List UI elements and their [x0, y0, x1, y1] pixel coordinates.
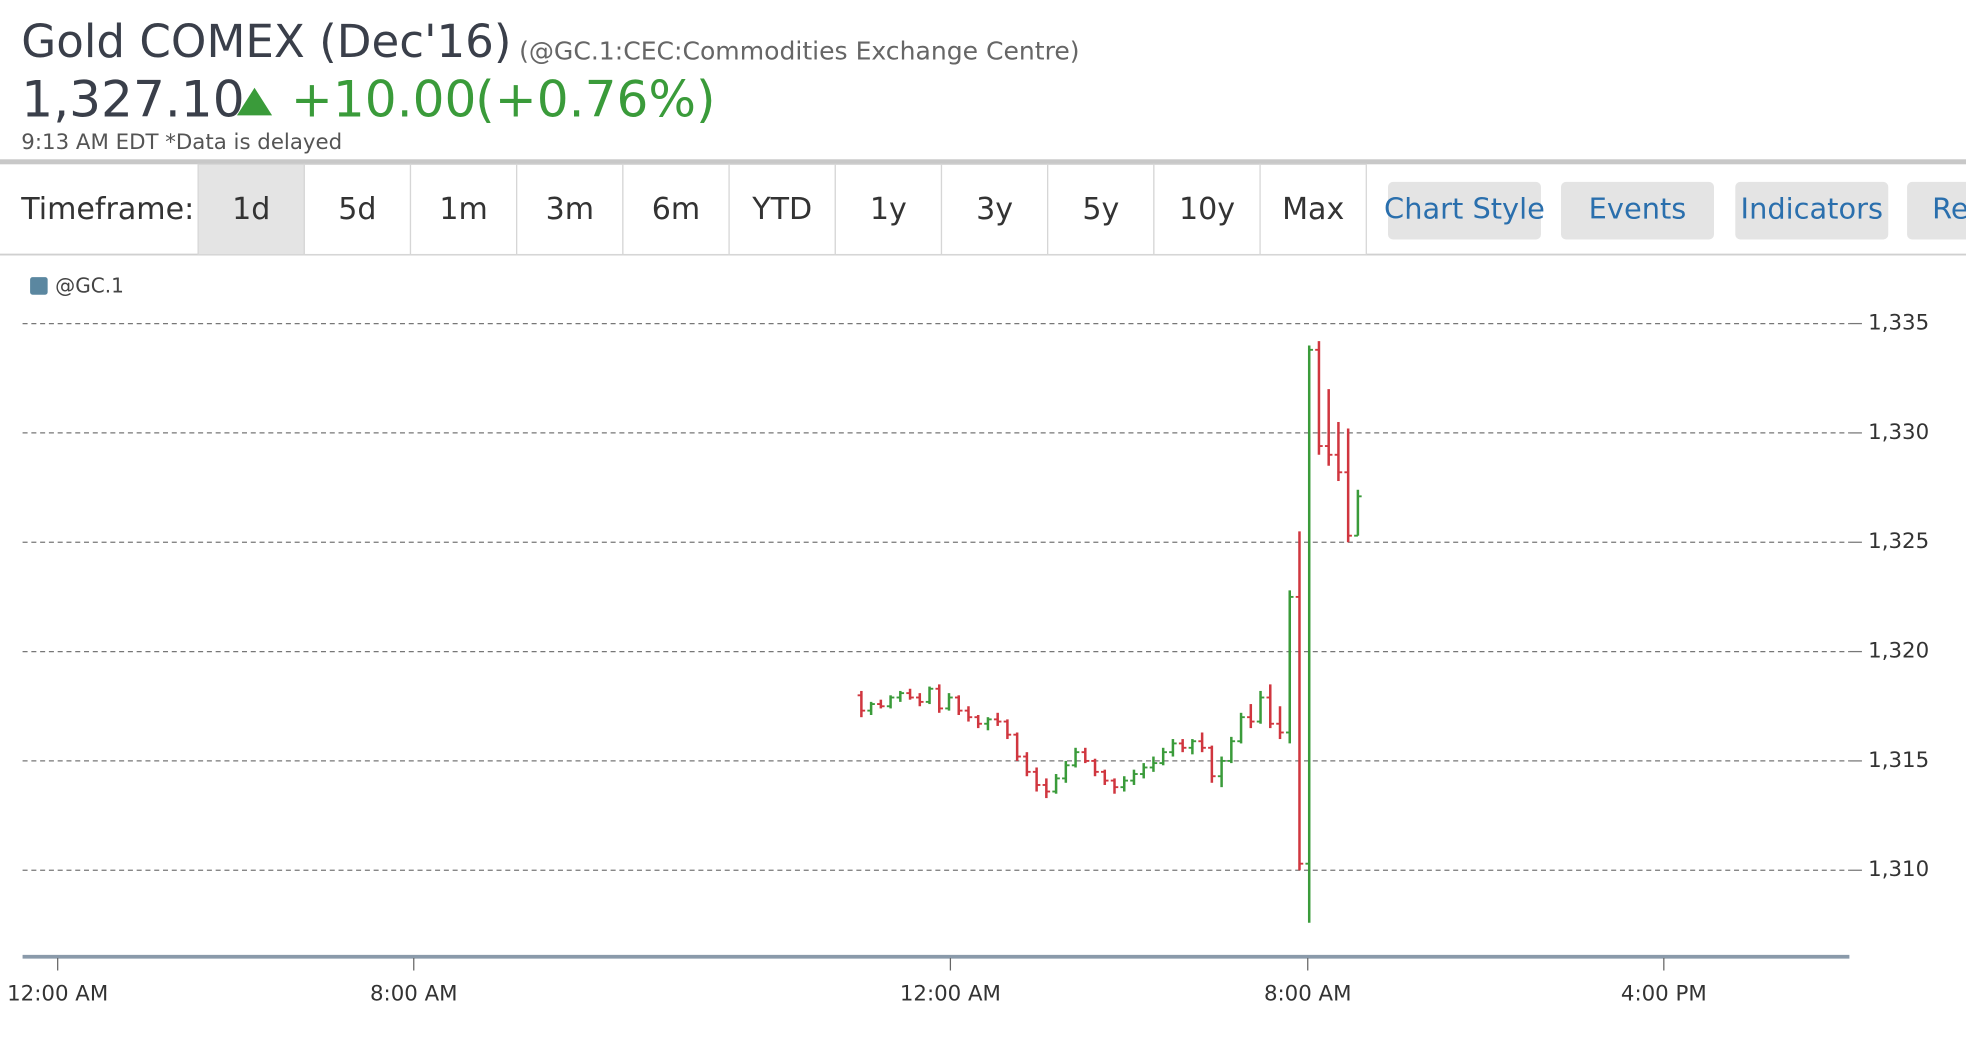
button-label[interactable]: Chart Style	[1384, 192, 1545, 226]
timeframe-label[interactable]: 1y	[870, 192, 907, 227]
y-tick-label: 1,325	[1868, 529, 1929, 554]
timeframe-label[interactable]: 3m	[546, 192, 594, 227]
timeframe-button[interactable]	[409, 163, 518, 256]
x-tick-label: 12:00 AM	[7, 981, 108, 1006]
button-label[interactable]: Events	[1589, 192, 1687, 226]
timeframe-label[interactable]: 5y	[1082, 192, 1119, 227]
x-tick-label: 4:00 PM	[1621, 981, 1707, 1006]
timeframe-button[interactable]	[303, 163, 412, 256]
button-label[interactable]: Re	[1932, 192, 1966, 226]
timeframe-button[interactable]	[197, 163, 305, 256]
y-tick-label: 1,330	[1868, 420, 1929, 445]
timeframe-label: Timeframe:	[20, 192, 194, 227]
change: +10.00	[291, 69, 477, 128]
timeframe-label[interactable]: 10y	[1179, 192, 1235, 227]
buttons: Chart Style Events Indicators Re	[1384, 181, 1966, 240]
toolbar-button[interactable]	[1561, 181, 1714, 240]
legend-label: @GC.1	[55, 274, 124, 298]
x-tick-label: 8:00 AM	[1264, 981, 1352, 1006]
y-tick-label: 1,320	[1868, 639, 1929, 664]
up-arrow	[236, 87, 273, 116]
y-tick-label: 1,310	[1868, 857, 1929, 882]
timeframe-button[interactable]	[1259, 163, 1367, 256]
chart: @GC.1 1,310 1,315 1,320 1,325 1,330 1,335 12:00…	[7, 274, 1929, 1007]
timeframe-button[interactable]	[1047, 163, 1155, 256]
subtitle: (@GC.1:CEC:Commodities Exchange Centre)	[519, 37, 1080, 66]
toolbar-button[interactable]	[1387, 181, 1541, 240]
x-tick-label: 8:00 AM	[370, 981, 458, 1006]
timeframes: 1d 5d 1m 3m 6m YTD 1y 3y 5y 10y Max	[197, 163, 1367, 256]
y-tick-label: 1,315	[1868, 748, 1929, 773]
x-tick-label: 12:00 AM	[900, 981, 1001, 1006]
timeframe-button[interactable]	[516, 163, 624, 256]
timeframe-label[interactable]: 1d	[232, 192, 270, 227]
timeframe-label[interactable]: 3y	[976, 192, 1013, 227]
toolbar-button[interactable]	[1735, 181, 1889, 240]
timeframe-label[interactable]: YTD	[751, 192, 812, 227]
title: Gold COMEX (Dec'16)	[21, 15, 511, 68]
timeframe-button[interactable]	[940, 163, 1049, 256]
change-percent: (+0.76%)	[475, 69, 715, 128]
price: 1,327.10	[21, 69, 244, 128]
timeframe-button[interactable]	[834, 163, 943, 256]
divider	[0, 159, 1966, 165]
y-tick-label: 1,335	[1868, 311, 1929, 336]
timeframe-label[interactable]: 1m	[439, 192, 487, 227]
button-label[interactable]: Indicators	[1741, 192, 1883, 226]
timeframe-button[interactable]	[728, 163, 836, 256]
timeframe-label[interactable]: Max	[1282, 192, 1344, 227]
legend-swatch	[30, 277, 48, 295]
timeframe-button[interactable]	[1153, 163, 1261, 256]
timeframe-label[interactable]: 5d	[338, 192, 376, 227]
toolbar-button[interactable]	[1907, 181, 1966, 240]
timestamp: 9:13 AM EDT *Data is delayed	[21, 130, 342, 155]
timeframe-label[interactable]: 6m	[652, 192, 700, 227]
